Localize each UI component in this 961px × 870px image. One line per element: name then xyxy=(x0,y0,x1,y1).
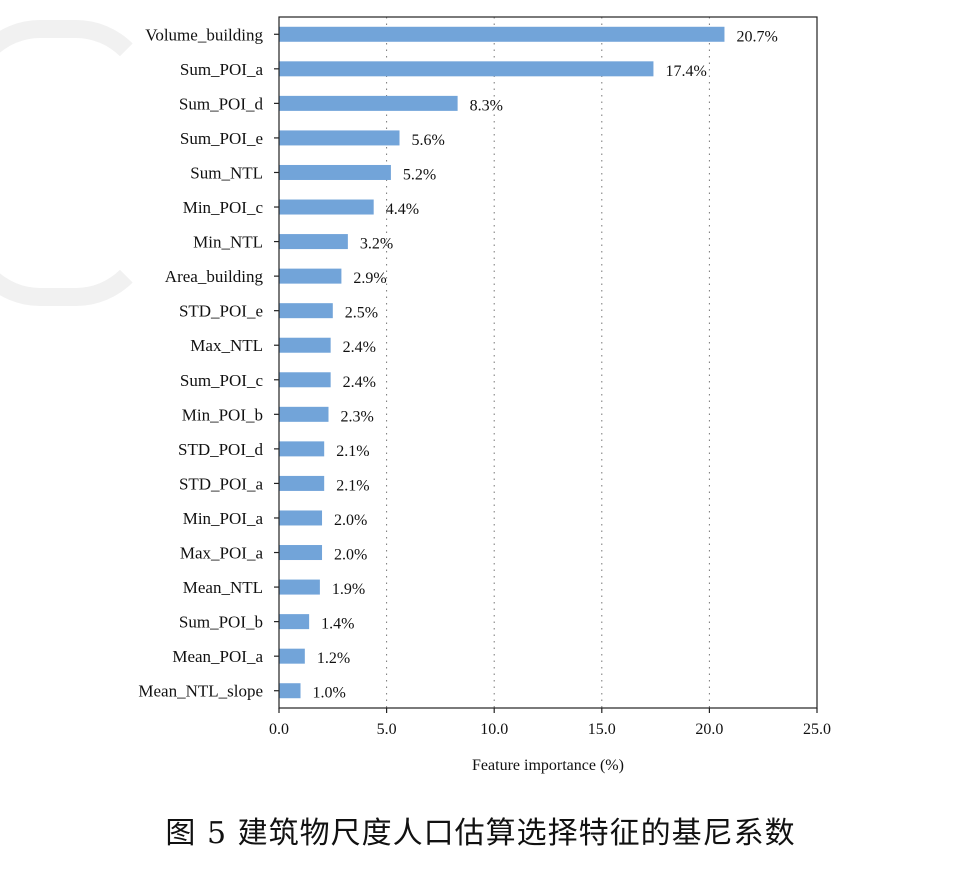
category-label: Max_NTL xyxy=(190,336,263,355)
bar-Sum_POI_e xyxy=(279,130,400,146)
value-label: 1.0% xyxy=(313,685,346,702)
category-label: Mean_NTL_slope xyxy=(138,682,263,701)
category-label: Sum_POI_d xyxy=(179,94,264,113)
bar-Max_POI_a xyxy=(279,545,323,561)
category-label: Sum_POI_b xyxy=(179,613,263,632)
category-label: Mean_POI_a xyxy=(172,647,263,666)
x-tick-label: 5.0 xyxy=(377,721,397,738)
bar-Sum_POI_d xyxy=(279,95,458,111)
category-label: Sum_POI_e xyxy=(180,129,263,148)
bar-Min_POI_c xyxy=(279,199,374,215)
category-label: STD_POI_a xyxy=(179,474,264,493)
value-label: 5.2% xyxy=(403,166,436,183)
value-label: 20.7% xyxy=(736,28,777,45)
value-label: 2.0% xyxy=(334,547,367,564)
category-label: STD_POI_e xyxy=(179,302,263,321)
x-tick-label: 15.0 xyxy=(588,721,616,738)
bar-Sum_POI_a xyxy=(279,61,654,77)
category-label: Sum_POI_c xyxy=(180,371,264,390)
x-tick-label: 10.0 xyxy=(480,721,508,738)
value-label: 2.9% xyxy=(353,270,386,287)
bar-Mean_NTL xyxy=(279,579,320,595)
x-axis: 0.0 5.0 10.0 15.0 20.0 25.0 xyxy=(269,708,831,738)
value-labels: 20.7% 17.4% 8.3% 5.6% 5.2% 4.4% 3.2% 2.9% 2.5% 2.… xyxy=(313,28,778,701)
value-label: 2.5% xyxy=(345,305,378,322)
bar-chart-svg: Volume_building Sum_POI_a Sum_POI_d Sum_POI… xyxy=(138,16,831,774)
value-label: 5.6% xyxy=(412,132,445,149)
bar-STD_POI_a xyxy=(279,475,325,491)
bar-Area_building xyxy=(279,268,342,284)
bar-STD_POI_d xyxy=(279,441,325,457)
category-label: Sum_POI_a xyxy=(180,60,264,79)
value-label: 2.1% xyxy=(336,443,369,460)
bar-Sum_POI_b xyxy=(279,614,310,630)
x-tick-label: 25.0 xyxy=(803,721,831,738)
category-label: Min_POI_a xyxy=(183,509,264,528)
value-label: 1.2% xyxy=(317,650,350,667)
category-label: STD_POI_d xyxy=(178,440,264,459)
category-label: Sum_NTL xyxy=(190,163,263,182)
value-label: 17.4% xyxy=(665,63,706,80)
bar-Mean_POI_a xyxy=(279,648,305,664)
value-label: 2.4% xyxy=(343,374,376,391)
value-label: 1.9% xyxy=(332,581,365,598)
category-label: Volume_building xyxy=(145,25,263,44)
bar-Max_NTL xyxy=(279,337,331,353)
value-label: 2.3% xyxy=(340,408,373,425)
value-label: 8.3% xyxy=(470,97,503,114)
bar-Min_NTL xyxy=(279,234,348,250)
bar-Volume_building xyxy=(279,26,725,42)
bars xyxy=(279,26,725,699)
x-axis-title: Feature importance (%) xyxy=(472,757,624,774)
bar-Mean_NTL_slope xyxy=(279,683,301,699)
bar-STD_POI_e xyxy=(279,303,333,319)
x-tick-label: 20.0 xyxy=(695,721,723,738)
x-tick-label: 0.0 xyxy=(269,721,289,738)
category-label: Min_NTL xyxy=(193,233,263,252)
bar-Min_POI_b xyxy=(279,406,329,422)
plot-frame xyxy=(278,16,818,709)
value-label: 2.1% xyxy=(336,477,369,494)
category-labels: Volume_building Sum_POI_a Sum_POI_d Sum_POI… xyxy=(138,25,279,701)
category-label: Max_POI_a xyxy=(180,544,264,563)
value-label: 1.4% xyxy=(321,616,354,633)
category-label: Area_building xyxy=(165,267,264,286)
figure-caption: 图 5 建筑物尺度人口估算选择特征的基尼系数 xyxy=(165,816,796,851)
value-label: 3.2% xyxy=(360,236,393,253)
value-label: 4.4% xyxy=(386,201,419,218)
bar-Min_POI_a xyxy=(279,510,323,526)
bar-Sum_POI_c xyxy=(279,372,331,388)
value-label: 2.4% xyxy=(343,339,376,356)
category-label: Min_POI_c xyxy=(183,198,264,217)
grid-lines xyxy=(386,17,710,708)
category-label: Min_POI_b xyxy=(182,405,263,424)
bar-Sum_NTL xyxy=(279,164,391,180)
category-label: Mean_NTL xyxy=(183,578,263,597)
value-label: 2.0% xyxy=(334,512,367,529)
